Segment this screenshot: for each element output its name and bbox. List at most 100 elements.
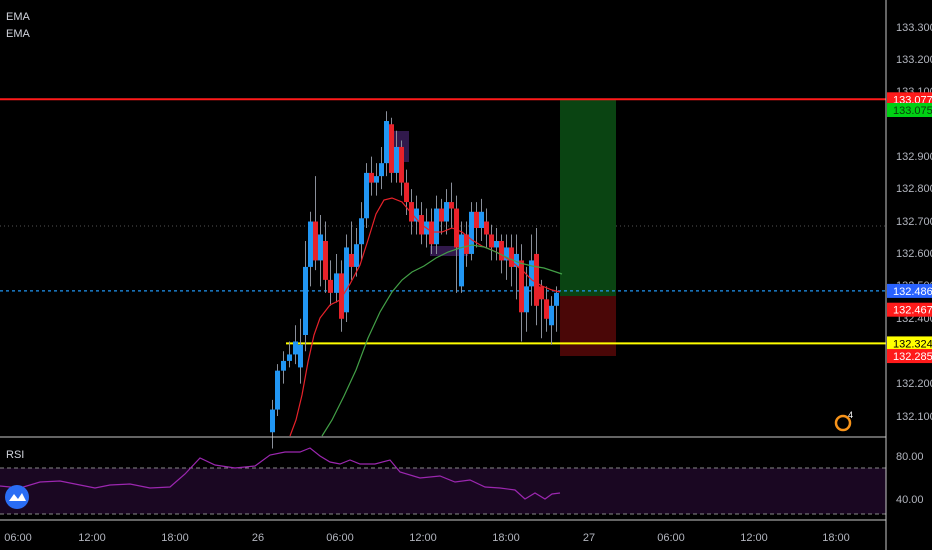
candle-body[interactable] <box>499 240 504 261</box>
price-tag[interactable] <box>887 102 932 117</box>
candle-body[interactable] <box>479 211 484 229</box>
price-tag-label: 132.486 <box>893 286 932 298</box>
tradingview-logo-icon[interactable] <box>4 484 30 510</box>
price-plot-area[interactable]: 4 <box>0 98 886 449</box>
candle-body[interactable] <box>469 211 474 254</box>
candle-body[interactable] <box>404 182 409 203</box>
highlight-box[interactable] <box>430 246 468 256</box>
candle-body[interactable] <box>439 208 444 222</box>
time-tick-label: 26 <box>252 532 264 544</box>
candle-body[interactable] <box>524 286 529 313</box>
candle-body[interactable] <box>504 247 509 261</box>
price-tag-label: 132.467 <box>893 305 932 317</box>
ema-fast-line[interactable] <box>289 197 561 437</box>
time-tick-label: 06:00 <box>657 532 685 544</box>
alert-icon[interactable] <box>834 414 852 432</box>
candle-body[interactable] <box>318 234 323 261</box>
candle-body[interactable] <box>349 253 354 267</box>
price-tag[interactable] <box>887 302 932 317</box>
candle-body[interactable] <box>514 253 519 267</box>
candle-body[interactable] <box>444 202 449 222</box>
candle-body[interactable] <box>313 221 318 261</box>
candle-body[interactable] <box>334 273 339 293</box>
candle-body[interactable] <box>494 240 499 248</box>
price-tag[interactable] <box>887 283 932 298</box>
candle-body[interactable] <box>379 163 384 177</box>
candle-body[interactable] <box>394 146 399 173</box>
candle-body[interactable] <box>344 247 349 313</box>
ema-legend-2[interactable]: EMA <box>6 28 30 40</box>
candle-body[interactable] <box>369 172 374 183</box>
candle-body[interactable] <box>544 299 549 319</box>
candle-body[interactable] <box>354 244 359 267</box>
candle-body[interactable] <box>287 354 292 361</box>
price-tag[interactable] <box>887 336 932 351</box>
rsi-panel[interactable] <box>0 447 886 515</box>
candle-body[interactable] <box>464 234 469 254</box>
candle-body[interactable] <box>364 172 369 219</box>
candle-body[interactable] <box>323 240 328 280</box>
price-tick-label: 132.100 <box>896 411 932 423</box>
price-tag-label: 132.324 <box>893 338 932 350</box>
price-tick-label: 132.900 <box>896 151 932 163</box>
candle-body[interactable] <box>409 202 414 222</box>
candle-body[interactable] <box>529 260 534 287</box>
candle-body[interactable] <box>298 344 303 368</box>
candle-body[interactable] <box>534 253 539 306</box>
candle-body[interactable] <box>519 260 524 313</box>
candle-body[interactable] <box>359 218 364 245</box>
price-tick-label: 132.600 <box>896 248 932 260</box>
price-tag[interactable] <box>887 349 932 364</box>
price-tag-label: 133.075 <box>893 105 932 117</box>
price-tick-label: 133.300 <box>896 22 932 34</box>
candle-body[interactable] <box>474 211 479 229</box>
time-tick-label: 18:00 <box>492 532 520 544</box>
time-tick-label: 18:00 <box>161 532 189 544</box>
candle-body[interactable] <box>434 208 439 245</box>
candle-body[interactable] <box>384 121 389 164</box>
candle-body[interactable] <box>308 221 313 267</box>
candle-body[interactable] <box>339 273 344 319</box>
candle-body[interactable] <box>549 305 554 326</box>
rsi-band <box>0 468 886 514</box>
ema-slow-line[interactable] <box>321 244 563 437</box>
candle-body[interactable] <box>429 221 434 245</box>
candle-body[interactable] <box>414 208 419 222</box>
candle-body[interactable] <box>270 409 275 433</box>
price-tag-label: 132.285 <box>893 351 932 363</box>
stop-zone[interactable] <box>560 296 616 356</box>
alert-badge-count: 4 <box>848 410 853 420</box>
candle-body[interactable] <box>484 221 489 235</box>
candle-body[interactable] <box>539 286 544 300</box>
price-tick-label: 132.800 <box>896 183 932 195</box>
rsi-tick-label: 40.00 <box>896 494 924 506</box>
candle-body[interactable] <box>399 146 404 183</box>
rsi-line[interactable] <box>0 447 561 500</box>
candle-body[interactable] <box>281 360 286 371</box>
candle-body[interactable] <box>509 247 514 267</box>
candle-body[interactable] <box>449 202 454 209</box>
candle-body[interactable] <box>489 234 494 248</box>
price-tick-label: 132.200 <box>896 378 932 390</box>
time-tick-label: 12:00 <box>740 532 768 544</box>
time-tick-label: 12:00 <box>409 532 437 544</box>
candle-body[interactable] <box>275 370 280 410</box>
candle-body[interactable] <box>389 124 394 173</box>
price-tick-label: 132.700 <box>896 216 932 228</box>
candle-body[interactable] <box>459 234 464 287</box>
rsi-legend[interactable]: RSI <box>6 449 25 461</box>
candle-body[interactable] <box>374 176 379 183</box>
candle-body[interactable] <box>303 266 308 335</box>
time-tick-label: 06:00 <box>4 532 32 544</box>
price-tick-label: 133.200 <box>896 54 932 66</box>
target-zone[interactable] <box>560 99 616 296</box>
candle-body[interactable] <box>554 292 559 306</box>
rsi-tick-label: 80.00 <box>896 451 924 463</box>
ema-legend-1[interactable]: EMA <box>6 11 30 23</box>
candle-body[interactable] <box>293 341 298 355</box>
candle-body[interactable] <box>454 208 459 248</box>
candle-body[interactable] <box>328 279 333 293</box>
price-tag[interactable] <box>887 92 932 107</box>
